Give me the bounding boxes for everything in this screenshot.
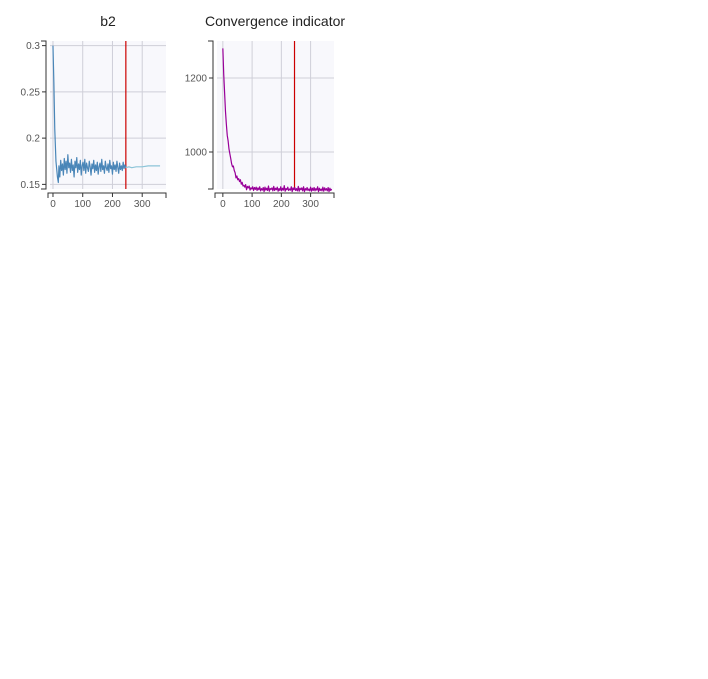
x-axis-ticks: 0 100 200 300 — [220, 193, 319, 210]
axes — [41, 40, 167, 198]
chart-convergence-indicator: Convergence indicator 0 100 200 300 1000 120… — [185, 13, 346, 210]
chart-b2: b2 0 100 200 300 0.15 0.2 0.25 0.3 — [21, 13, 167, 210]
x-tick-label: 100 — [244, 199, 261, 210]
y-tick-label: 1000 — [185, 148, 208, 159]
chart-title: b2 — [100, 13, 116, 29]
y-axis-line — [41, 40, 47, 190]
y-tick-label: 0.3 — [26, 41, 40, 52]
x-axis-line — [214, 192, 335, 198]
x-tick-label: 300 — [134, 199, 151, 210]
chart-title: Convergence indicator — [205, 13, 345, 29]
series-line-0 — [222, 48, 333, 193]
y-tick-label: 0.15 — [21, 180, 41, 191]
x-axis-line — [47, 192, 167, 198]
x-tick-label: 0 — [50, 199, 56, 210]
y-axis-line — [208, 40, 214, 190]
x-tick-label: 200 — [104, 199, 121, 210]
series-lines — [52, 45, 161, 184]
y-axis-ticks: 1000 1200 — [185, 74, 213, 159]
x-axis-ticks: 0 100 200 300 — [50, 193, 151, 210]
series-lines — [222, 48, 333, 193]
axes — [208, 40, 335, 198]
x-tick-label: 100 — [74, 199, 91, 210]
series-line-1 — [125, 165, 161, 169]
y-tick-label: 0.25 — [21, 87, 41, 98]
plot-background — [217, 41, 334, 189]
series-line-0 — [52, 45, 127, 184]
y-tick-label: 1200 — [185, 74, 208, 85]
x-tick-label: 0 — [220, 199, 226, 210]
y-tick-label: 0.2 — [26, 134, 40, 145]
x-tick-label: 200 — [273, 199, 290, 210]
y-axis-ticks: 0.15 0.2 0.25 0.3 — [21, 41, 46, 191]
x-tick-label: 300 — [302, 199, 319, 210]
